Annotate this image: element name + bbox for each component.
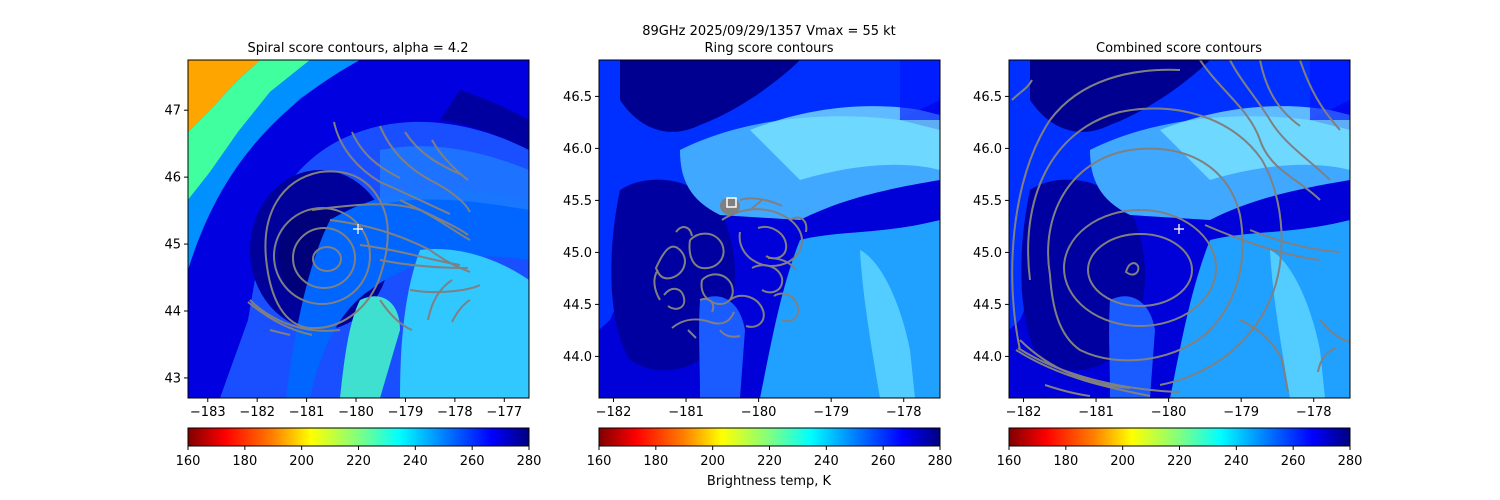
center-marker (726, 197, 737, 208)
colorbar-tick-label: 240 (814, 454, 839, 469)
y-tick-label: 45.0 (563, 246, 592, 261)
colorbar-tick-label: 260 (871, 454, 896, 469)
panel-title: Combined score contours (1096, 41, 1262, 56)
y-tick-label: 46.5 (973, 90, 1002, 105)
x-tick-label: −180 (338, 405, 374, 420)
x-tick-label: −183 (190, 405, 226, 420)
colorbar-tick-label: 260 (1281, 454, 1306, 469)
contour-lines (653, 197, 808, 339)
colorbar-tick-label: 280 (517, 454, 542, 469)
y-tick-label: 46 (164, 171, 181, 186)
colorbar-tick-label: 220 (1167, 454, 1192, 469)
y-tick-label: 44 (164, 304, 181, 319)
colorbar-ticks: 160 180 200 220 240 260 280 (176, 446, 542, 469)
center-marker (353, 224, 363, 234)
x-tick-label: −182 (1006, 405, 1042, 420)
y-tick-label: 46.0 (563, 142, 592, 157)
panel-title: Spiral score contours, alpha = 4.2 (247, 41, 468, 56)
colorbar-tick-label: 200 (1110, 454, 1135, 469)
x-tick-label: −182 (596, 405, 632, 420)
y-tick-label: 45.0 (973, 246, 1002, 261)
y-tick-label: 45 (164, 238, 181, 253)
colorbar-tick-label: 280 (928, 454, 953, 469)
panel-combined: Combined score contours (973, 41, 1362, 469)
colorbar-tick-label: 200 (289, 454, 314, 469)
x-tick-label: −180 (741, 405, 777, 420)
colorbar-tick-label: 180 (1053, 454, 1078, 469)
colorbar-tick-label: 260 (460, 454, 485, 469)
x-tick-label: −181 (668, 405, 704, 420)
colorbar-tick-label: 160 (587, 454, 612, 469)
contour-lines (247, 121, 481, 336)
colorbar-ticks: 160 180 200 220 240 260 280 (587, 446, 953, 469)
colorbar-tick-label: 160 (997, 454, 1022, 469)
colorbar-tick-label: 180 (232, 454, 257, 469)
axes-frame (187, 59, 530, 399)
colorbar-label: Brightness temp, K (707, 474, 832, 489)
x-tick-label: −178 (886, 405, 922, 420)
colorbar-tick-label: 240 (1224, 454, 1249, 469)
x-tick-label: −179 (813, 405, 849, 420)
y-tick-label: 45.5 (563, 194, 592, 209)
colorbar-tick-label: 220 (757, 454, 782, 469)
y-tick-label: 44.5 (973, 298, 1002, 313)
x-tick-label: −178 (437, 405, 473, 420)
contour-lines (1011, 60, 1350, 397)
x-tick-label: −181 (289, 405, 325, 420)
axes-frame (1008, 59, 1351, 399)
x-tick-label: −179 (388, 405, 424, 420)
x-tick-label: −180 (1151, 405, 1187, 420)
x-tick-label: −177 (486, 405, 522, 420)
colorbar-ticks: 160 180 200 220 240 260 280 (997, 446, 1363, 469)
x-tick-label: −179 (1223, 405, 1259, 420)
y-tick-label: 43 (164, 371, 181, 386)
x-tick-label: −178 (1296, 405, 1332, 420)
y-tick-label: 47 (164, 104, 181, 119)
colorbar (187, 427, 530, 447)
y-tick-label: 46.5 (563, 90, 592, 105)
heatmap-image (599, 60, 940, 398)
panel-title: Ring score contours (704, 41, 833, 56)
colorbar-tick-label: 160 (176, 454, 201, 469)
axis-ticks: −182 −181 −180 −179 −178 44.0 44.5 45.0 45.5 46.0… (973, 90, 1332, 420)
y-tick-label: 44.0 (973, 350, 1002, 365)
colorbar (598, 427, 941, 447)
x-tick-label: −182 (239, 405, 275, 420)
x-tick-label: −181 (1078, 405, 1114, 420)
axis-ticks: −183 −182 −181 −180 −179 −178 −177 43 44 45 46 47 (164, 104, 522, 420)
axis-ticks: −182 −181 −180 −179 −178 44.0 44.5 45.0 45.5 46.0… (563, 90, 922, 420)
axes-frame (598, 59, 941, 399)
figure-suptitle: 89GHz 2025/09/29/1357 Vmax = 55 kt (642, 24, 896, 39)
colorbar-tick-label: 240 (403, 454, 428, 469)
colorbar-tick-label: 200 (700, 454, 725, 469)
center-marker (1174, 224, 1184, 234)
y-tick-label: 44.5 (563, 298, 592, 313)
y-tick-label: 44.0 (563, 350, 592, 365)
panel-ring: Ring score contours (563, 41, 952, 489)
colorbar-tick-label: 180 (643, 454, 668, 469)
colorbar-tick-label: 220 (346, 454, 371, 469)
panel-spiral: Spiral score contours, alpha = 4.2 (164, 41, 541, 469)
colorbar-tick-label: 280 (1338, 454, 1363, 469)
heatmap-image (188, 60, 529, 398)
y-tick-label: 46.0 (973, 142, 1002, 157)
y-tick-label: 45.5 (973, 194, 1002, 209)
colorbar (1008, 427, 1351, 447)
